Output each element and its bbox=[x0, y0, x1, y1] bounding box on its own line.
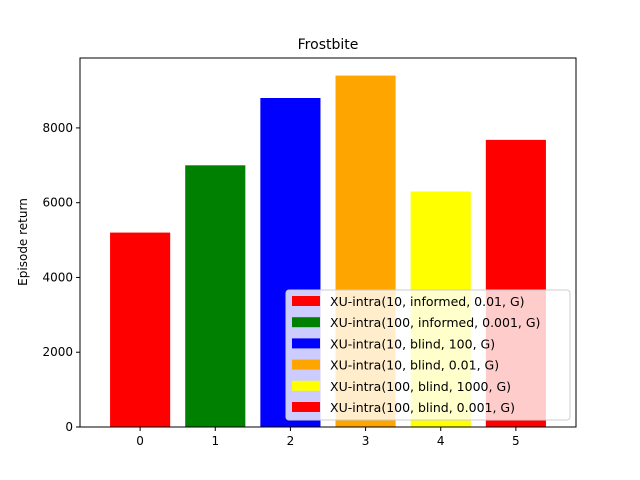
x-tick-label: 2 bbox=[287, 434, 295, 448]
plot-frame bbox=[79, 57, 577, 428]
x-tick-label: 5 bbox=[512, 434, 520, 448]
legend-swatch bbox=[292, 359, 320, 370]
legend-swatch bbox=[292, 317, 320, 328]
y-axis-label: Episode return bbox=[16, 198, 30, 286]
y-tick-label: 8000 bbox=[42, 121, 73, 135]
y-tick-label: 2000 bbox=[42, 345, 73, 359]
legend-label: XU-intra(10, informed, 0.01, G) bbox=[330, 294, 525, 309]
legend-box bbox=[285, 289, 571, 421]
bar-0 bbox=[110, 232, 171, 427]
legend-label: XU-intra(100, blind, 0.001, G) bbox=[330, 400, 515, 415]
y-axis: 0 2000 4000 6000 8000 bbox=[42, 121, 80, 434]
x-axis: 0 1 2 3 4 5 bbox=[136, 427, 520, 448]
legend-swatch bbox=[292, 338, 320, 349]
legend-swatch bbox=[292, 402, 320, 412]
legend-swatch bbox=[292, 380, 320, 391]
chart-title: Frostbite bbox=[298, 37, 359, 53]
y-tick-label: 6000 bbox=[42, 196, 73, 210]
x-tick-label: 4 bbox=[437, 434, 445, 448]
bar-1 bbox=[185, 165, 246, 428]
legend-label: XU-intra(100, informed, 0.001, G) bbox=[330, 315, 540, 330]
legend-label: XU-intra(10, blind, 0.01, G) bbox=[330, 358, 499, 373]
legend-swatch bbox=[292, 296, 320, 306]
x-tick-label: 3 bbox=[362, 434, 370, 448]
legend: XU-intra(10, informed, 0.01, G) XU-intra(… bbox=[285, 289, 571, 421]
y-tick-label: 4000 bbox=[42, 270, 73, 284]
y-tick-label: 0 bbox=[65, 420, 73, 434]
x-tick-label: 0 bbox=[136, 434, 144, 448]
legend-label: XU-intra(10, blind, 100, G) bbox=[330, 336, 495, 351]
legend-label: XU-intra(100, blind, 1000, G) bbox=[330, 379, 511, 394]
x-tick-label: 1 bbox=[211, 434, 219, 448]
